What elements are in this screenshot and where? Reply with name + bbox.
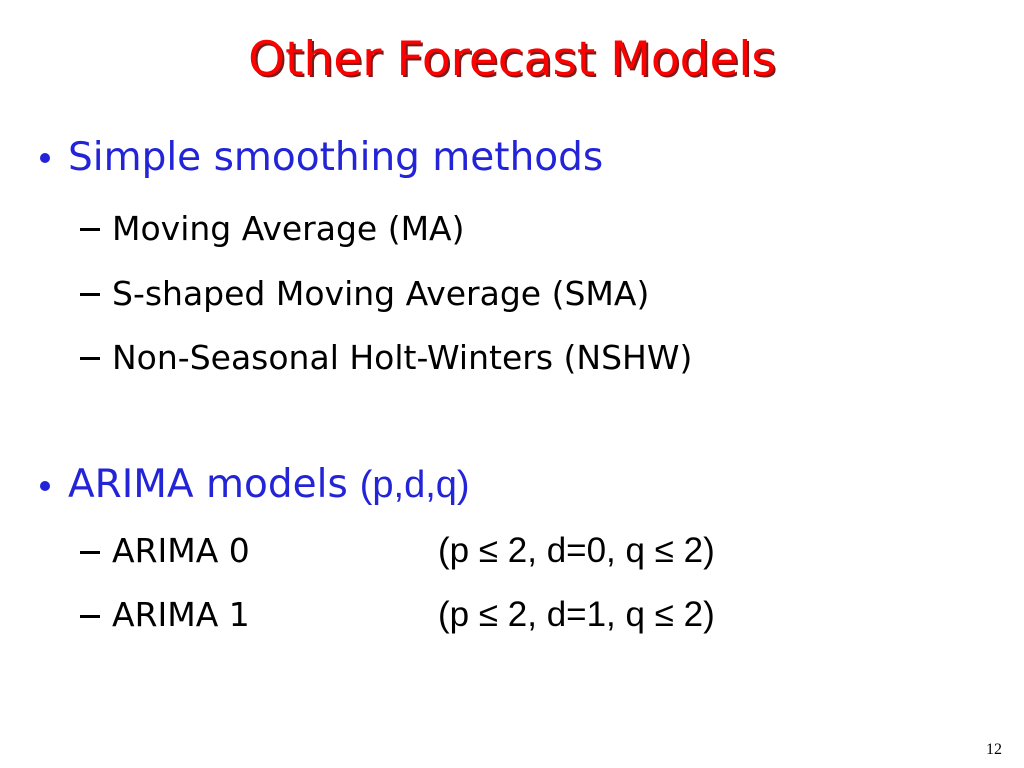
sub-item: ARIMA 1 xyxy=(112,595,250,634)
sub-item-note: (p ≤ 2, d=0, q ≤ 2) xyxy=(438,531,715,570)
bullet-heading: Simple smoothing methods xyxy=(68,135,604,180)
slide-title: Other Forecast Models xyxy=(248,32,776,87)
sub-item: Non-Seasonal Holt-Winters (NSHW) xyxy=(112,338,693,377)
heading-note: (p,d,q) xyxy=(359,464,470,506)
bullet-heading: ARIMA models xyxy=(68,462,348,507)
dash xyxy=(80,357,100,360)
bullet-heading-row: ARIMA models (p,d,q) xyxy=(68,465,470,504)
dash xyxy=(80,615,100,618)
sub-item: S-shaped Moving Average (SMA) xyxy=(112,274,650,313)
page-number: 12 xyxy=(986,741,1002,758)
bullet xyxy=(40,481,50,491)
dash xyxy=(80,228,100,231)
sub-item: ARIMA 0 xyxy=(112,531,250,570)
bullet xyxy=(40,153,50,163)
dash xyxy=(80,293,100,296)
dash xyxy=(80,551,100,554)
sub-item: Moving Average (MA) xyxy=(112,209,465,248)
sub-item-note: (p ≤ 2, d=1, q ≤ 2) xyxy=(438,595,715,634)
